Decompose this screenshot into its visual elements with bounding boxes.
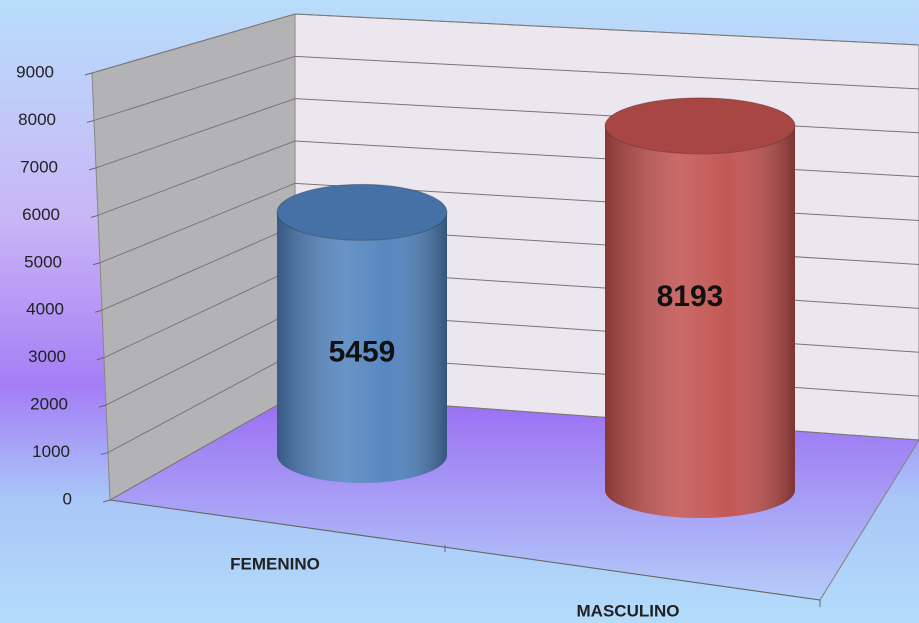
y-tick-label: 6000 bbox=[22, 205, 60, 224]
cylinder-top bbox=[604, 97, 796, 155]
y-tick bbox=[100, 452, 109, 456]
y-tick bbox=[94, 309, 103, 313]
floor-edge bbox=[819, 439, 919, 601]
data-label: 8193 bbox=[657, 280, 724, 313]
y-tick-label: 1000 bbox=[32, 442, 70, 461]
data-label: 5459 bbox=[329, 336, 396, 369]
y-tick bbox=[86, 119, 95, 123]
y-tick bbox=[84, 72, 93, 76]
cylinder-shade bbox=[277, 212, 447, 483]
y-tick-label: 5000 bbox=[24, 252, 62, 271]
y-tick-label: 3000 bbox=[28, 347, 66, 366]
y-tick-label: 8000 bbox=[18, 110, 56, 129]
y-tick bbox=[102, 499, 111, 503]
y-tick-label: 4000 bbox=[26, 300, 64, 319]
y-tick-label: 9000 bbox=[16, 62, 54, 81]
cylinder-shade bbox=[605, 125, 795, 518]
y-tick bbox=[88, 167, 97, 171]
x-axis bbox=[109, 499, 821, 601]
y-tick bbox=[98, 404, 107, 408]
x-tick-label: FEMENINO bbox=[230, 554, 320, 573]
y-tick-label: 0 bbox=[63, 489, 72, 508]
cylinder-top-shade bbox=[605, 97, 795, 154]
grid-line bbox=[93, 55, 919, 121]
y-tick-label: 7000 bbox=[20, 157, 58, 176]
x-tick-label: MASCULINO bbox=[577, 601, 680, 620]
y-tick-label: 2000 bbox=[30, 395, 68, 414]
cylinder-top-shade bbox=[277, 184, 447, 241]
y-tick bbox=[90, 214, 99, 218]
cylinder-top bbox=[276, 183, 448, 241]
y-tick bbox=[96, 357, 105, 361]
y-tick bbox=[92, 262, 101, 266]
grid-line bbox=[91, 13, 919, 74]
